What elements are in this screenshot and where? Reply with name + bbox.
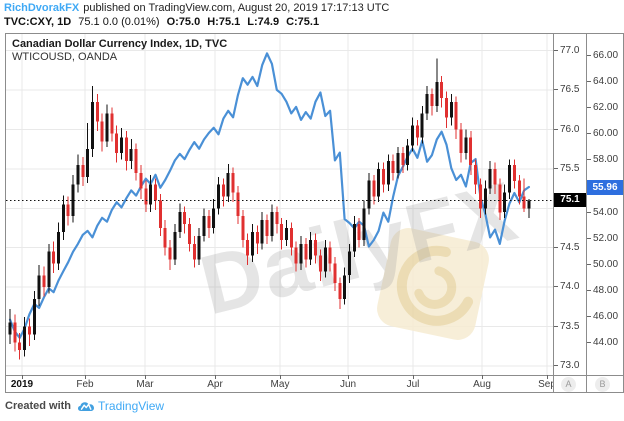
wti-price-tick: 46.00: [587, 311, 618, 323]
ohlc-low: L:74.9: [247, 16, 280, 28]
time-axis-divider: [6, 375, 623, 376]
month-tick: [482, 375, 483, 379]
symbol-info-line: TVC:CXY, 1D 75.1 0.0 (0.01%) O:75.0 H:75.1 L…: [4, 16, 319, 28]
tradingview-link[interactable]: TradingView: [98, 399, 165, 413]
month-label: May: [270, 379, 290, 390]
legend-overlay-series[interactable]: WTICOUSD, OANDA: [12, 51, 118, 63]
symbol-text: TVC:CXY, 1D: [4, 16, 72, 28]
cxy-price-tick: 73.0: [554, 360, 579, 372]
author-link[interactable]: RichDvorakFX: [4, 2, 80, 14]
month-label: 2019: [10, 379, 34, 390]
month-tick: [348, 375, 349, 379]
wti-price-tick: 64.00: [587, 76, 618, 88]
wti-line-series: [8, 52, 531, 339]
month-label: Sep: [538, 379, 553, 390]
plot-canvas[interactable]: DailyFX: [6, 34, 553, 375]
wti-price-tick: 62.00: [587, 102, 618, 114]
scale-button-b[interactable]: B: [595, 377, 610, 392]
wti-price-tick: 48.00: [587, 285, 618, 297]
wti-price-tick: 44.00: [587, 337, 618, 349]
month-tick: [413, 375, 414, 379]
wti-price-tick: 52.00: [587, 233, 618, 245]
month-label: Feb: [76, 379, 94, 390]
header-byline: RichDvorakFX published on TradingView.com…: [4, 2, 389, 14]
wti-price-tick: 58.00: [587, 154, 618, 166]
wti-price-tick: 54.00: [587, 207, 618, 219]
candlestick-series: [8, 58, 531, 360]
last-price-badge-wti: 55.96: [587, 180, 623, 195]
month-tick: [85, 375, 86, 379]
cxy-price-tick: 74.0: [554, 281, 579, 293]
gridlines: [6, 34, 553, 375]
month-tick: [145, 375, 146, 379]
cxy-price-tick: 75.5: [554, 163, 579, 175]
month-label: Jul: [406, 379, 420, 390]
price-axis-wti[interactable]: 55.96 66.00 64.00 62.00 60.00 58.00 54.00 52.0…: [587, 34, 623, 375]
wti-price-tick: 60.00: [587, 128, 618, 140]
scale-button-a[interactable]: A: [561, 377, 576, 392]
wti-price-tick: 50.00: [587, 259, 618, 271]
month-tick: [547, 375, 548, 379]
chart-frame: DailyFX Canadian Dollar Currency Index, …: [5, 33, 624, 393]
price-axis-cxy[interactable]: 75.1 77.0 76.5 76.0 75.5 74.5 74.0 73.5 73.0: [554, 34, 586, 375]
axis-divider: [586, 34, 587, 392]
published-text: published on TradingView.com, August 20,…: [83, 2, 390, 14]
tradingview-logo-icon: [77, 400, 95, 413]
cxy-price-tick: 76.0: [554, 124, 579, 136]
created-with-text: Created with: [5, 400, 72, 412]
month-label: Jun: [339, 379, 357, 390]
axis-divider: [553, 34, 554, 392]
month-label: Apr: [207, 379, 223, 390]
wti-price-tick: 66.00: [587, 50, 618, 62]
month-label: Aug: [473, 379, 491, 390]
quote-change: 75.1 0.0 (0.01%): [78, 16, 160, 28]
dailyfx-watermark-logo: [377, 228, 489, 340]
cxy-price-tick: 74.5: [554, 242, 579, 254]
ohlc-high: H:75.1: [207, 16, 241, 28]
cxy-price-tick: 76.5: [554, 84, 579, 96]
legend: Canadian Dollar Currency Index, 1D, TVC …: [12, 38, 227, 64]
ohlc-close: C:75.1: [286, 16, 320, 28]
month-tick: [22, 375, 23, 379]
month-tick: [280, 375, 281, 379]
cxy-price-tick: 77.0: [554, 45, 579, 57]
month-label: Mar: [136, 379, 154, 390]
cxy-price-tick: 73.5: [554, 321, 579, 333]
last-price-badge-cxy: 75.1: [554, 193, 586, 207]
time-axis[interactable]: 2019 Feb Mar Apr May Jun Jul Aug Sep: [6, 375, 553, 392]
footer: Created with TradingView: [5, 399, 164, 413]
legend-main-series[interactable]: Canadian Dollar Currency Index, 1D, TVC: [12, 38, 228, 50]
ohlc-open: O:75.0: [166, 16, 201, 28]
month-tick: [215, 375, 216, 379]
